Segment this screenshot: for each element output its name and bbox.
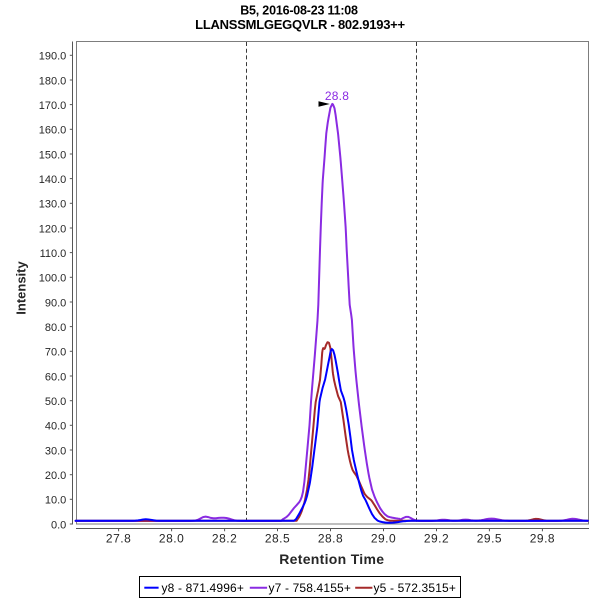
svg-text:180.0: 180.0	[39, 75, 67, 87]
svg-text:28.2: 28.2	[212, 532, 237, 546]
svg-text:40.0: 40.0	[45, 421, 66, 433]
svg-text:120.0: 120.0	[39, 223, 67, 235]
svg-text:29.5: 29.5	[477, 532, 502, 546]
svg-text:28.8: 28.8	[318, 532, 343, 546]
svg-text:y8 - 871.4996+: y8 - 871.4996+	[162, 581, 245, 595]
svg-text:110.0: 110.0	[40, 248, 67, 260]
svg-text:70.0: 70.0	[45, 347, 66, 359]
svg-text:30.0: 30.0	[45, 445, 66, 457]
svg-text:80.0: 80.0	[45, 322, 66, 334]
svg-text:28.0: 28.0	[159, 532, 184, 546]
svg-text:29.2: 29.2	[424, 532, 449, 546]
svg-text:50.0: 50.0	[45, 396, 66, 408]
svg-text:28.5: 28.5	[265, 532, 290, 546]
svg-text:B5, 2016-08-23 11:08: B5, 2016-08-23 11:08	[240, 3, 358, 17]
svg-text:Retention Time: Retention Time	[279, 551, 384, 567]
svg-text:140.0: 140.0	[39, 174, 67, 186]
svg-text:29.8: 29.8	[530, 532, 555, 546]
svg-text:28.8: 28.8	[325, 89, 349, 103]
svg-text:170.0: 170.0	[39, 100, 67, 112]
svg-text:20.0: 20.0	[45, 470, 66, 482]
svg-text:100.0: 100.0	[39, 273, 67, 285]
svg-text:LLANSSMLGEGQVLR - 802.9193++: LLANSSMLGEGQVLR - 802.9193++	[195, 17, 405, 32]
svg-text:160.0: 160.0	[39, 125, 67, 137]
svg-text:10.0: 10.0	[45, 495, 66, 507]
svg-text:Intensity: Intensity	[14, 261, 29, 315]
svg-text:150.0: 150.0	[39, 149, 67, 161]
svg-text:130.0: 130.0	[39, 199, 67, 211]
svg-text:29.0: 29.0	[371, 532, 396, 546]
svg-text:y7 - 758.4155+: y7 - 758.4155+	[269, 581, 352, 595]
svg-text:27.8: 27.8	[106, 532, 131, 546]
svg-text:0.0: 0.0	[51, 519, 66, 531]
svg-text:y5 - 572.3515+: y5 - 572.3515+	[374, 581, 457, 595]
svg-text:60.0: 60.0	[45, 371, 66, 383]
svg-text:190.0: 190.0	[39, 51, 67, 63]
svg-text:90.0: 90.0	[45, 297, 66, 309]
